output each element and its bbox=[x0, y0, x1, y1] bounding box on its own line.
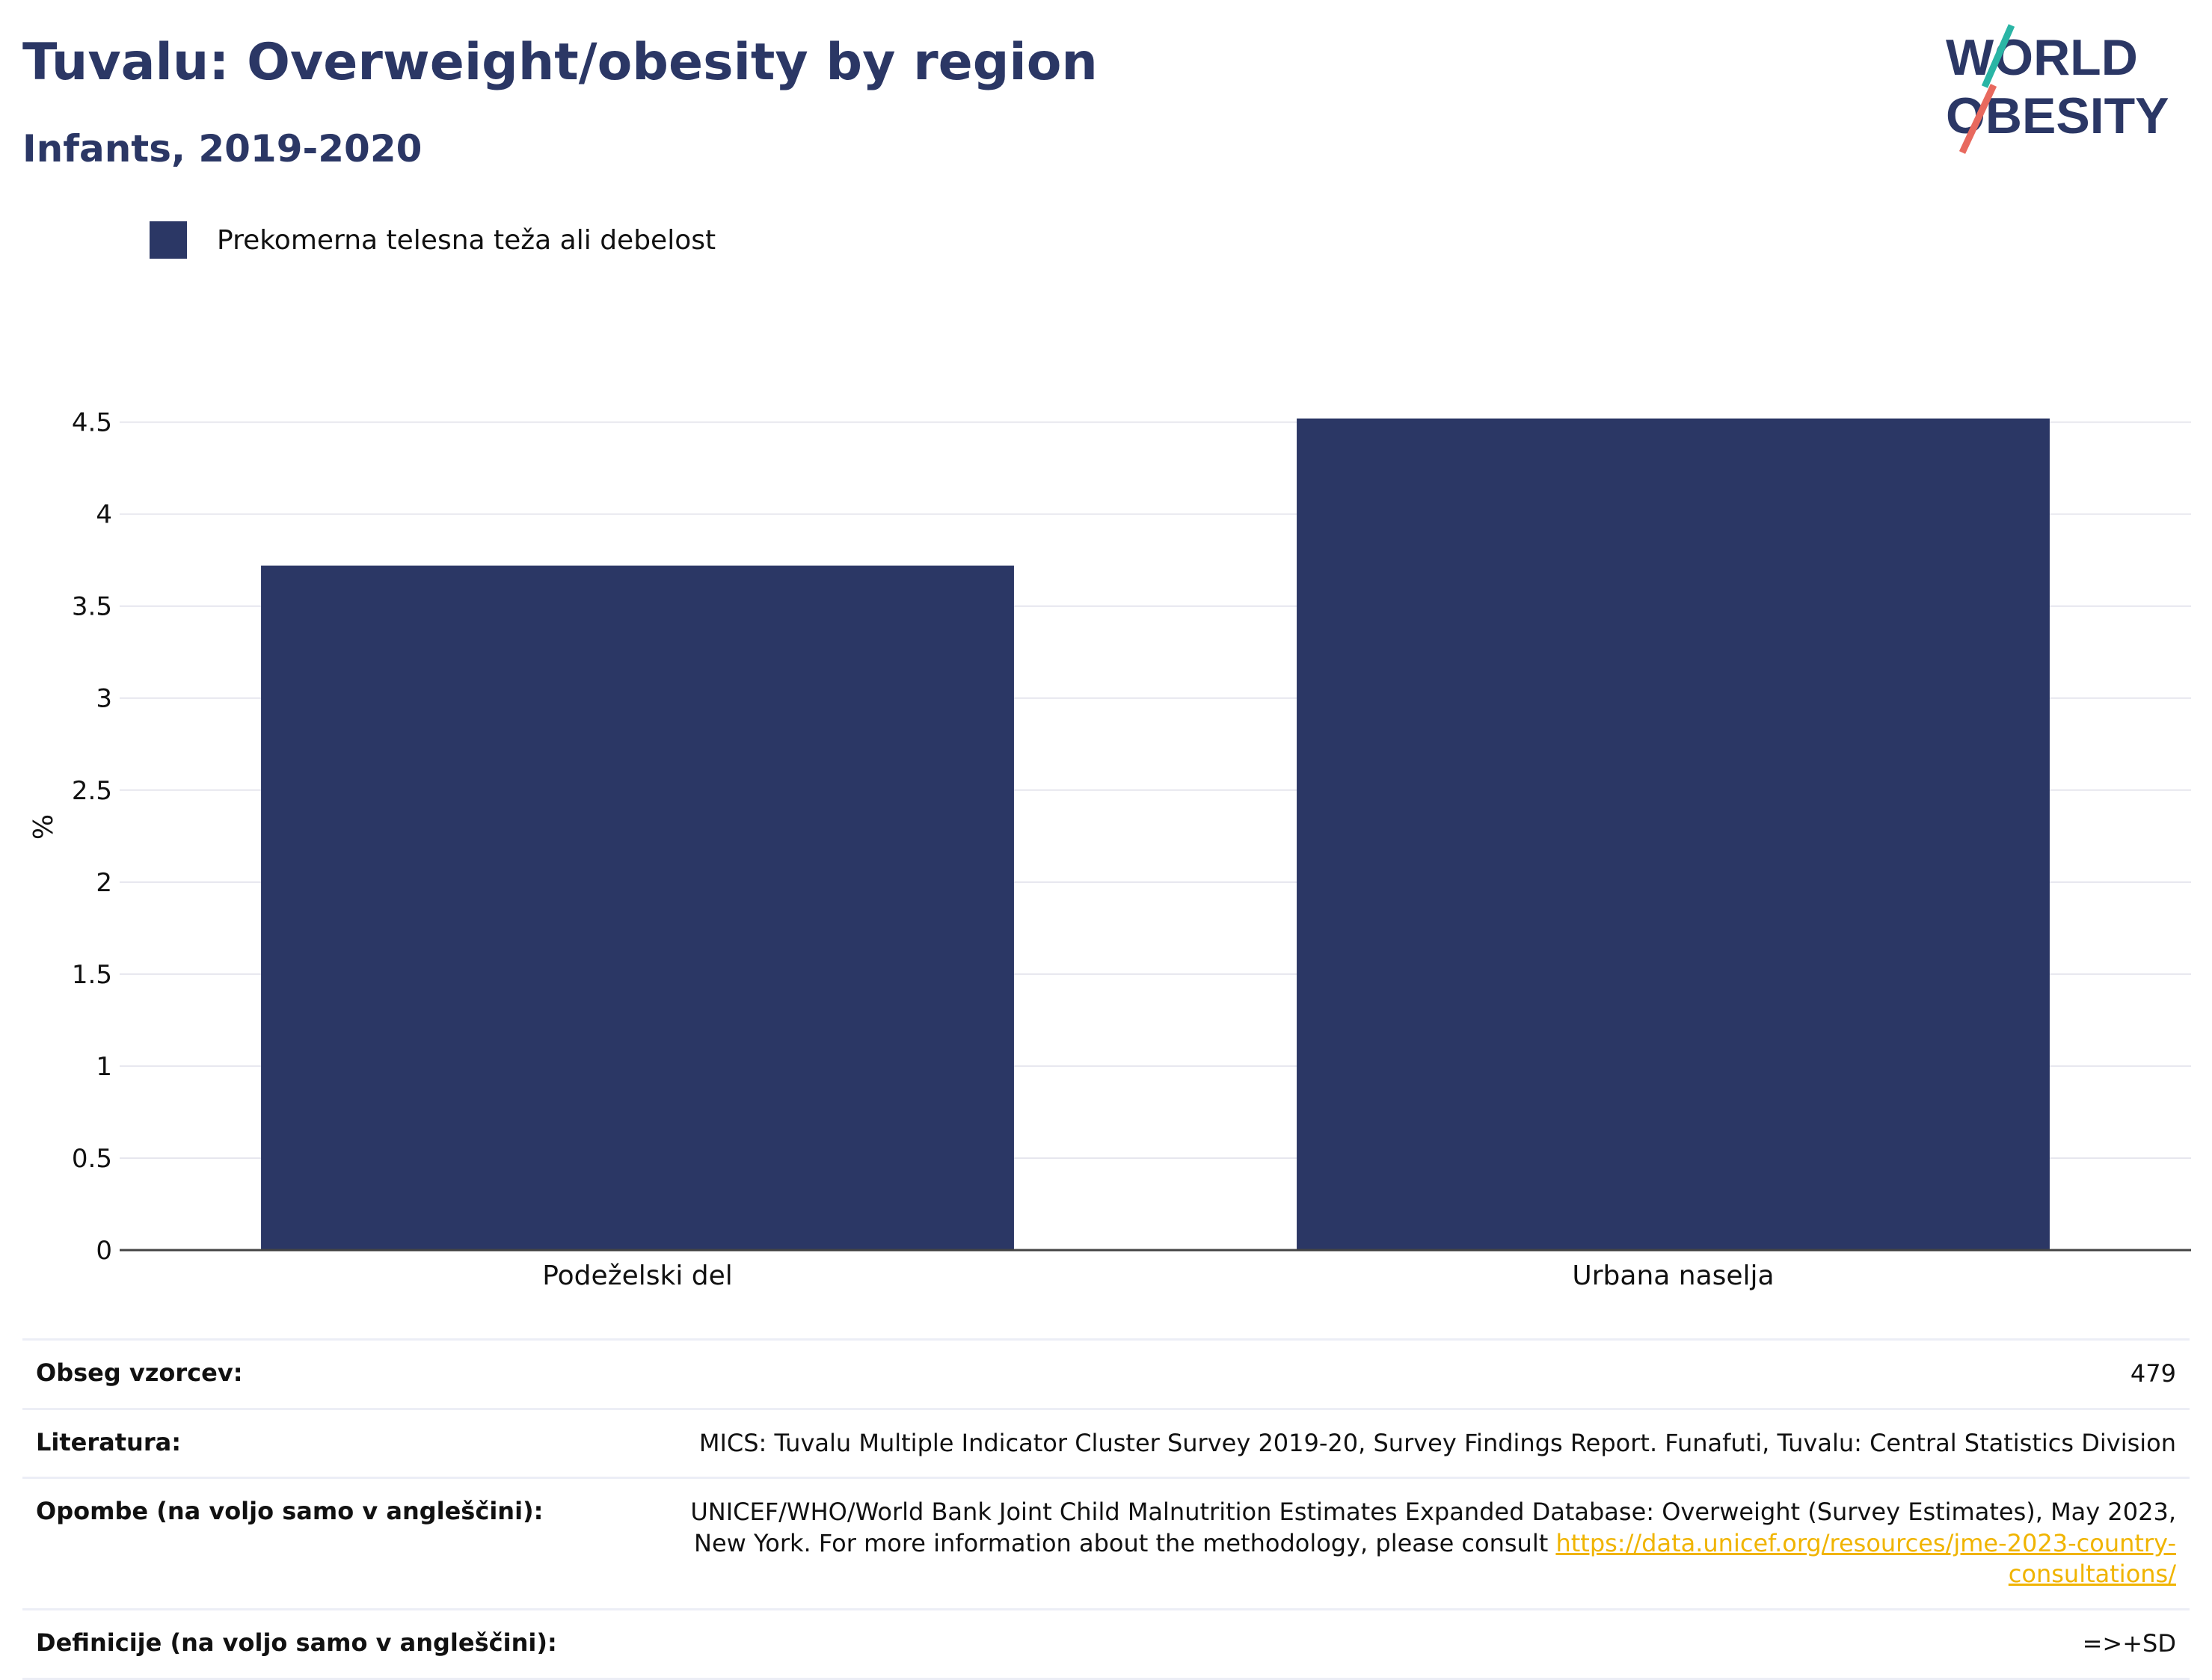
y-tick-label: 1 bbox=[96, 1052, 112, 1082]
notes-label: Opombe (na voljo samo v angleščini): bbox=[36, 1497, 544, 1526]
y-tick-label: 3 bbox=[96, 684, 112, 714]
info-row-literature: Literatura: MICS: Tuvalu Multiple Indica… bbox=[22, 1409, 2190, 1478]
definitions-label: Definicije (na voljo samo v angleščini): bbox=[36, 1628, 557, 1657]
bar[interactable] bbox=[261, 565, 1014, 1250]
info-row-notes: Opombe (na voljo samo v angleščini): UNI… bbox=[22, 1477, 2190, 1610]
logo-accent-red bbox=[1958, 84, 1997, 154]
sample-value: 479 bbox=[2130, 1359, 2176, 1388]
logo-line1: WORLD bbox=[1946, 29, 2138, 86]
y-tick-label: 2.5 bbox=[72, 776, 112, 806]
x-tick-label: Urbana naselja bbox=[1572, 1261, 1774, 1291]
literature-label: Literatura: bbox=[36, 1427, 181, 1456]
bar-chart: 0 0.5 1 1.5 2 2.5 3 3.5 4 4.5 Podeželski del Urbana… bbox=[28, 408, 2191, 1291]
y-tick-label: 1.5 bbox=[72, 960, 112, 990]
legend-label: Prekomerna telesna teža ali debelost bbox=[217, 224, 716, 256]
y-tick-label: 0 bbox=[96, 1236, 112, 1266]
legend-swatch bbox=[150, 221, 187, 259]
y-tick-label: 2 bbox=[96, 868, 112, 898]
info-row-sample: Obseg vzorcev: 479 bbox=[22, 1339, 2190, 1409]
notes-cell: UNICEF/WHO/World Bank Joint Child Malnut… bbox=[633, 1478, 2190, 1610]
chart-subtitle: Infants, 2019-2020 bbox=[22, 127, 423, 170]
legend[interactable]: Prekomerna telesna teža ali debelost bbox=[150, 221, 716, 259]
y-tick-label: 4 bbox=[96, 500, 112, 530]
y-tick-label: 4.5 bbox=[72, 408, 112, 438]
definitions-value: =>+SD bbox=[2082, 1628, 2176, 1658]
y-tick-label: 3.5 bbox=[72, 592, 112, 622]
notes-link[interactable]: https://data.unicef.org/resources/jme-20… bbox=[1555, 1528, 2176, 1589]
y-tick-label: 0.5 bbox=[72, 1144, 112, 1174]
y-axis-label: % bbox=[28, 814, 59, 840]
literature-value: MICS: Tuvalu Multiple Indicator Cluster … bbox=[698, 1428, 2176, 1457]
logo-accent-teal bbox=[1981, 24, 2015, 88]
sample-label: Obseg vzorcev: bbox=[36, 1359, 243, 1387]
x-tick-label: Podeželski del bbox=[542, 1261, 733, 1291]
info-row-definitions: Definicije (na voljo samo v angleščini):… bbox=[22, 1609, 2190, 1679]
info-table: Obseg vzorcev: 479 Literatura: MICS: Tuv… bbox=[22, 1338, 2190, 1680]
bar[interactable] bbox=[1297, 418, 2050, 1250]
world-obesity-logo: WORLD OBESITY bbox=[1946, 24, 2169, 154]
notes-value: UNICEF/WHO/World Bank Joint Child Malnut… bbox=[690, 1498, 2176, 1557]
chart-title: Tuvalu: Overweight/obesity by region bbox=[22, 33, 1098, 92]
